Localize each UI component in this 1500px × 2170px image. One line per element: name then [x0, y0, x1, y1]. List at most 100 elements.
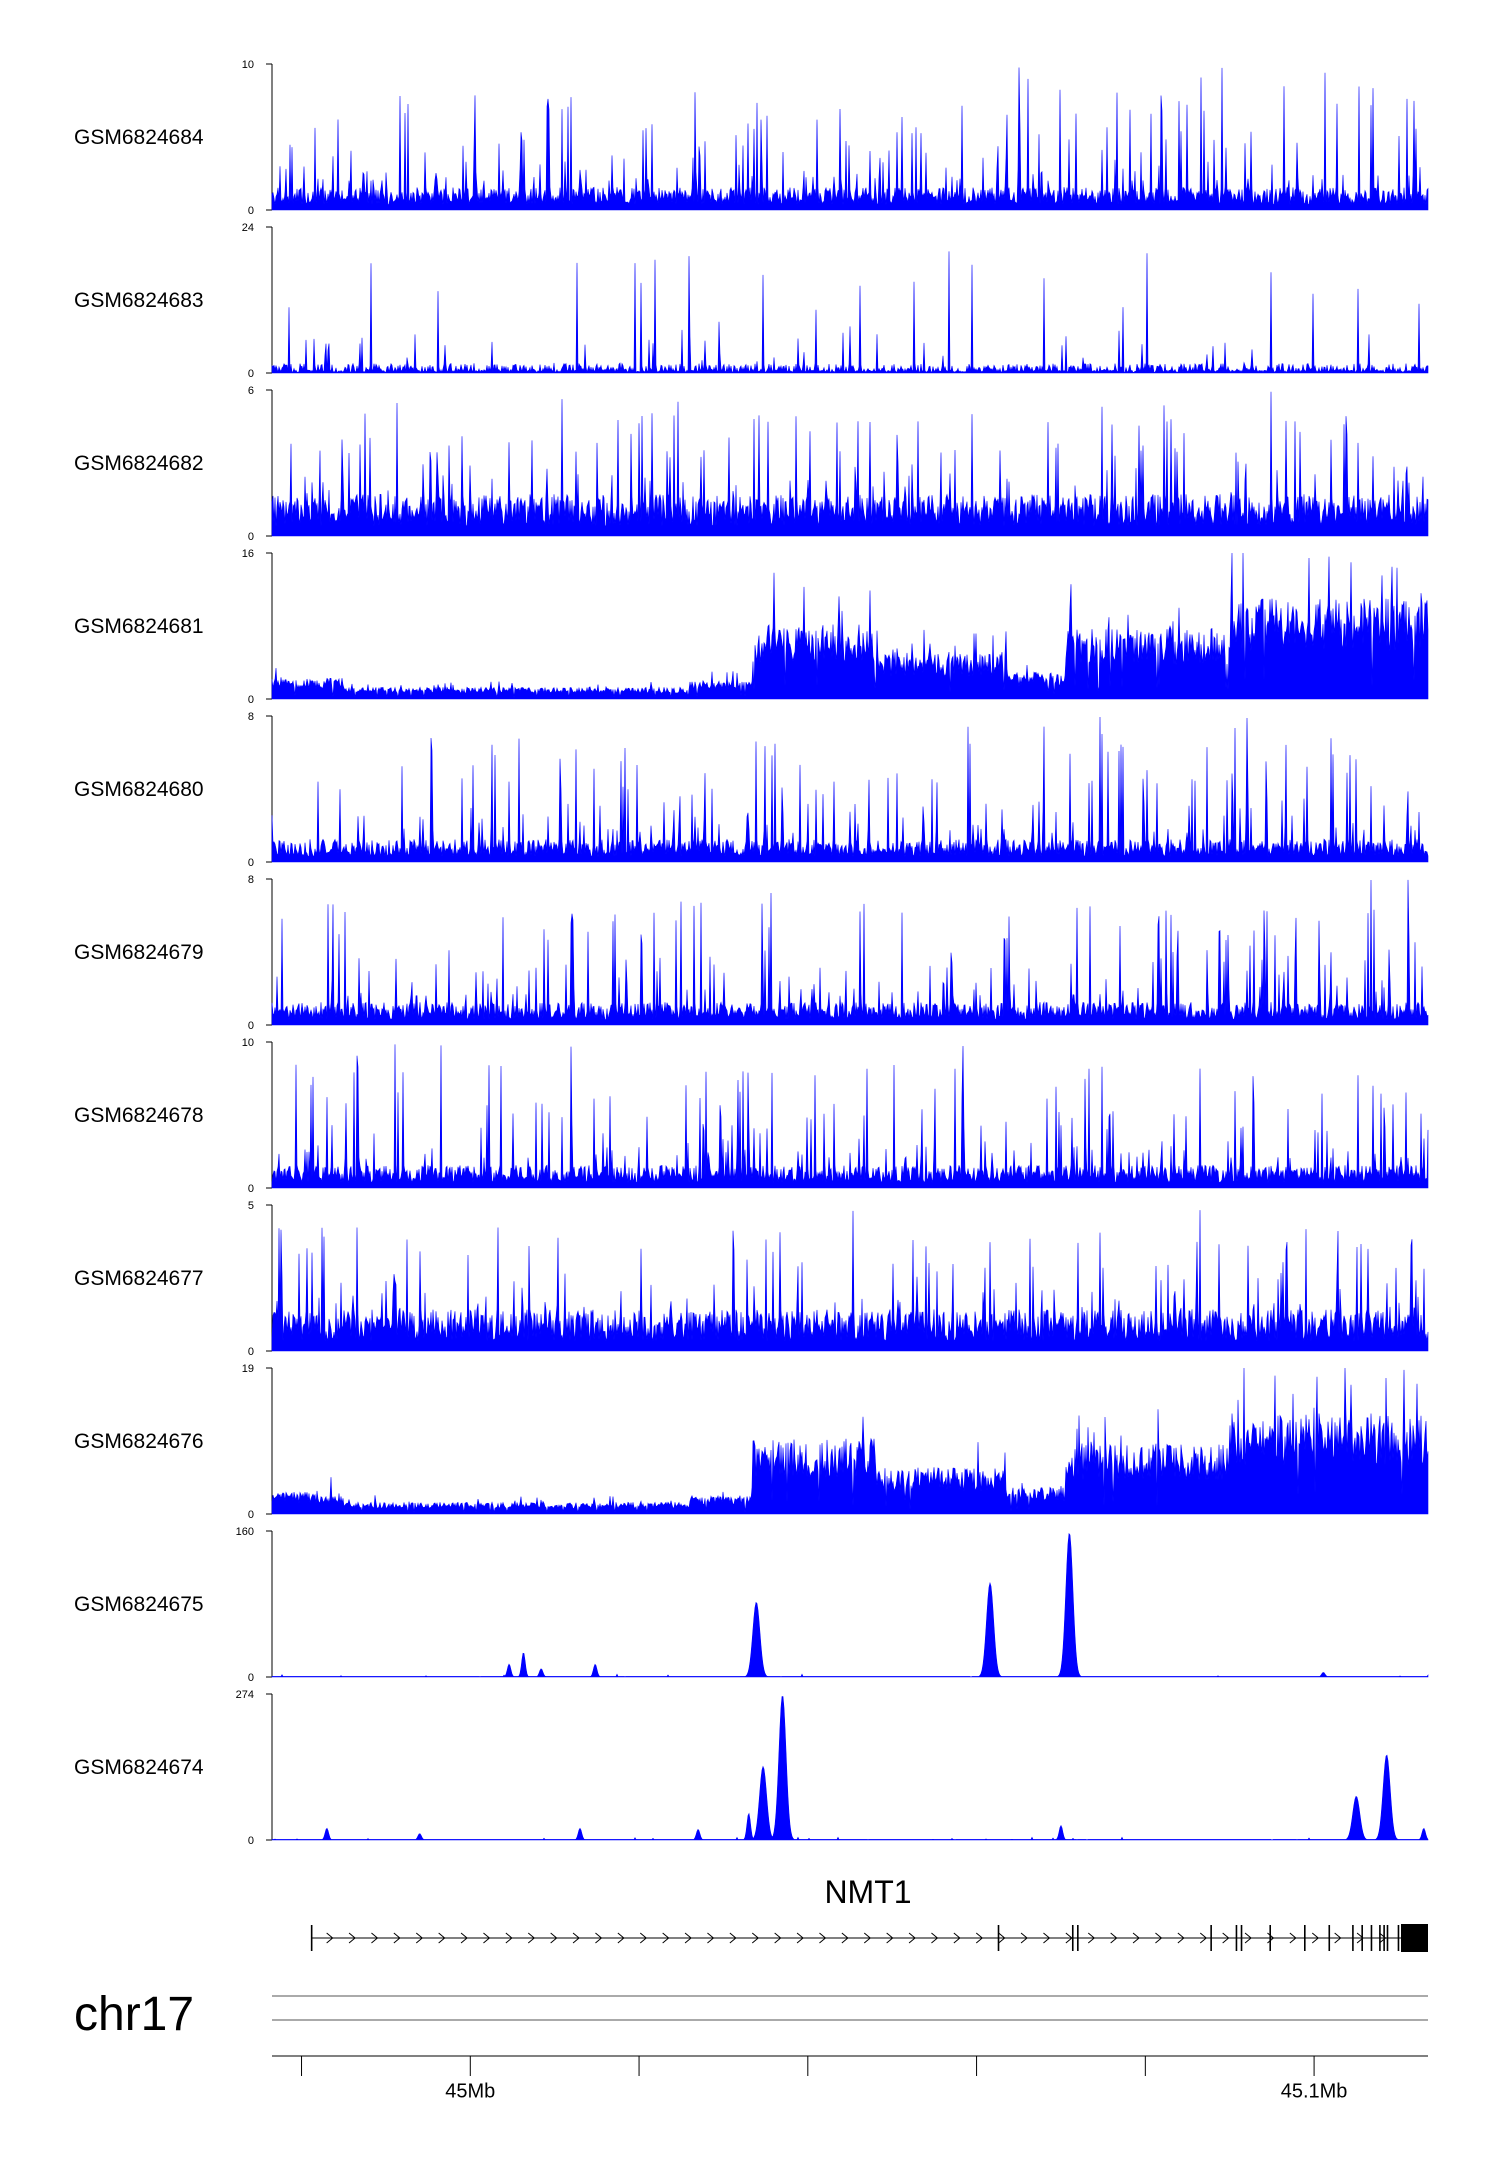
- strand-arrow: [483, 1932, 491, 1944]
- strand-arrow: [707, 1932, 715, 1944]
- strand-arrow: [527, 1932, 536, 1944]
- y-min-label: 0: [248, 694, 254, 706]
- track-GSM6824682: GSM6824682 6 0: [74, 385, 1429, 543]
- strand-arrow: [1132, 1932, 1140, 1944]
- strand-arrow: [908, 1932, 916, 1944]
- y-min-label: 0: [248, 1509, 254, 1521]
- track-label: GSM6824681: [74, 615, 204, 638]
- strand-arrow: [1334, 1932, 1342, 1944]
- strand-arrow: [1356, 1932, 1364, 1944]
- strand-arrow: [1155, 1932, 1163, 1944]
- signal-area: [271, 879, 1429, 1026]
- exon-block: [1400, 1924, 1428, 1952]
- y-min-label: 0: [248, 531, 254, 543]
- strand-arrow: [886, 1932, 894, 1944]
- strand-arrow: [1289, 1932, 1297, 1944]
- strand-arrow: [953, 1932, 961, 1944]
- y-max-label: 10: [242, 59, 254, 71]
- strand-arrow: [819, 1932, 827, 1944]
- strand-arrow: [550, 1932, 558, 1944]
- track-GSM6824678: GSM6824678 10 0: [74, 1037, 1429, 1195]
- track-label: GSM6824684: [74, 126, 204, 149]
- strand-arrow: [751, 1932, 760, 1944]
- y-min-label: 0: [248, 857, 254, 869]
- track-GSM6824674: GSM6824674 274 0: [74, 1689, 1429, 1847]
- y-max-label: 6: [248, 385, 254, 397]
- strand-arrow: [639, 1932, 648, 1944]
- strand-arrow: [684, 1932, 692, 1944]
- strand-arrow: [975, 1932, 984, 1944]
- track-GSM6824681: GSM6824681 16 0: [74, 548, 1429, 706]
- strand-arrow: [1311, 1932, 1320, 1944]
- strand-arrow: [1222, 1932, 1230, 1944]
- x-tick-label: 45.1Mb: [1281, 2081, 1348, 2103]
- strand-arrow: [1065, 1932, 1073, 1944]
- strand-arrow: [438, 1932, 446, 1944]
- signal-tracks: GSM6824684100GSM6824683240GSM682468260GS…: [74, 59, 1429, 1847]
- y-max-label: 8: [248, 711, 254, 723]
- track-label: GSM6824678: [74, 1104, 204, 1127]
- y-max-label: 24: [242, 222, 254, 234]
- signal-area: [271, 67, 1429, 211]
- track-label: GSM6824679: [74, 941, 204, 964]
- track-label: GSM6824677: [74, 1267, 204, 1290]
- strand-arrow: [326, 1932, 334, 1944]
- y-min-label: 0: [248, 205, 254, 217]
- track-GSM6824683: GSM6824683 24 0: [74, 222, 1429, 380]
- strand-arrow: [662, 1932, 670, 1944]
- y-max-label: 160: [236, 1526, 254, 1538]
- strand-arrow: [617, 1932, 625, 1944]
- strand-arrow: [1177, 1932, 1185, 1944]
- y-max-label: 5: [248, 1200, 254, 1212]
- strand-arrow: [572, 1932, 580, 1944]
- track-GSM6824679: GSM6824679 8 0: [74, 874, 1429, 1032]
- signal-area: [271, 1532, 1429, 1678]
- track-GSM6824680: GSM6824680 8 0: [74, 711, 1429, 869]
- track-label: GSM6824683: [74, 289, 204, 312]
- y-max-label: 16: [242, 548, 254, 560]
- track-label: GSM6824676: [74, 1430, 204, 1453]
- signal-area: [271, 1696, 1429, 1841]
- strand-arrow: [796, 1932, 804, 1944]
- y-min-label: 0: [248, 368, 254, 380]
- y-max-label: 8: [248, 874, 254, 886]
- signal-area: [271, 251, 1429, 374]
- strand-arrow: [1379, 1932, 1387, 1944]
- x-tick-label: 45Mb: [445, 2081, 495, 2103]
- y-min-label: 0: [248, 1346, 254, 1358]
- strand-arrow: [460, 1932, 468, 1944]
- y-min-label: 0: [248, 1020, 254, 1032]
- track-GSM6824675: GSM6824675 160 0: [74, 1526, 1429, 1684]
- track-GSM6824677: GSM6824677 5 0: [74, 1200, 1429, 1358]
- signal-area: [271, 391, 1429, 537]
- strand-arrow: [1199, 1932, 1208, 1944]
- strand-arrow: [505, 1932, 513, 1944]
- chromosome-label: chr17: [74, 1988, 194, 2041]
- strand-arrow: [863, 1932, 872, 1944]
- genomic-axis: chr17 45Mb 45.1Mb: [74, 1988, 1428, 2103]
- strand-arrow: [595, 1932, 603, 1944]
- signal-area: [271, 716, 1429, 863]
- track-label: GSM6824674: [74, 1756, 204, 1779]
- signal-area: [271, 1044, 1429, 1189]
- strand-arrow: [348, 1932, 356, 1944]
- track-label: GSM6824675: [74, 1593, 204, 1616]
- strand-arrow: [393, 1932, 401, 1944]
- strand-arrow: [415, 1932, 424, 1944]
- y-min-label: 0: [248, 1672, 254, 1684]
- strand-arrow: [1087, 1932, 1096, 1944]
- strand-arrow: [931, 1932, 939, 1944]
- gene-name-label: NMT1: [824, 1874, 911, 1910]
- signal-area: [271, 552, 1429, 700]
- signal-area: [271, 1210, 1429, 1352]
- strand-arrow: [998, 1932, 1006, 1944]
- track-GSM6824676: GSM6824676 19 0: [74, 1363, 1429, 1521]
- strand-arrow: [1244, 1932, 1252, 1944]
- strand-arrow: [774, 1932, 782, 1944]
- strand-arrow: [371, 1932, 379, 1944]
- track-GSM6824684: GSM6824684 10 0: [74, 59, 1429, 217]
- track-label: GSM6824682: [74, 452, 204, 475]
- y-max-label: 10: [242, 1037, 254, 1049]
- y-max-label: 274: [236, 1689, 254, 1701]
